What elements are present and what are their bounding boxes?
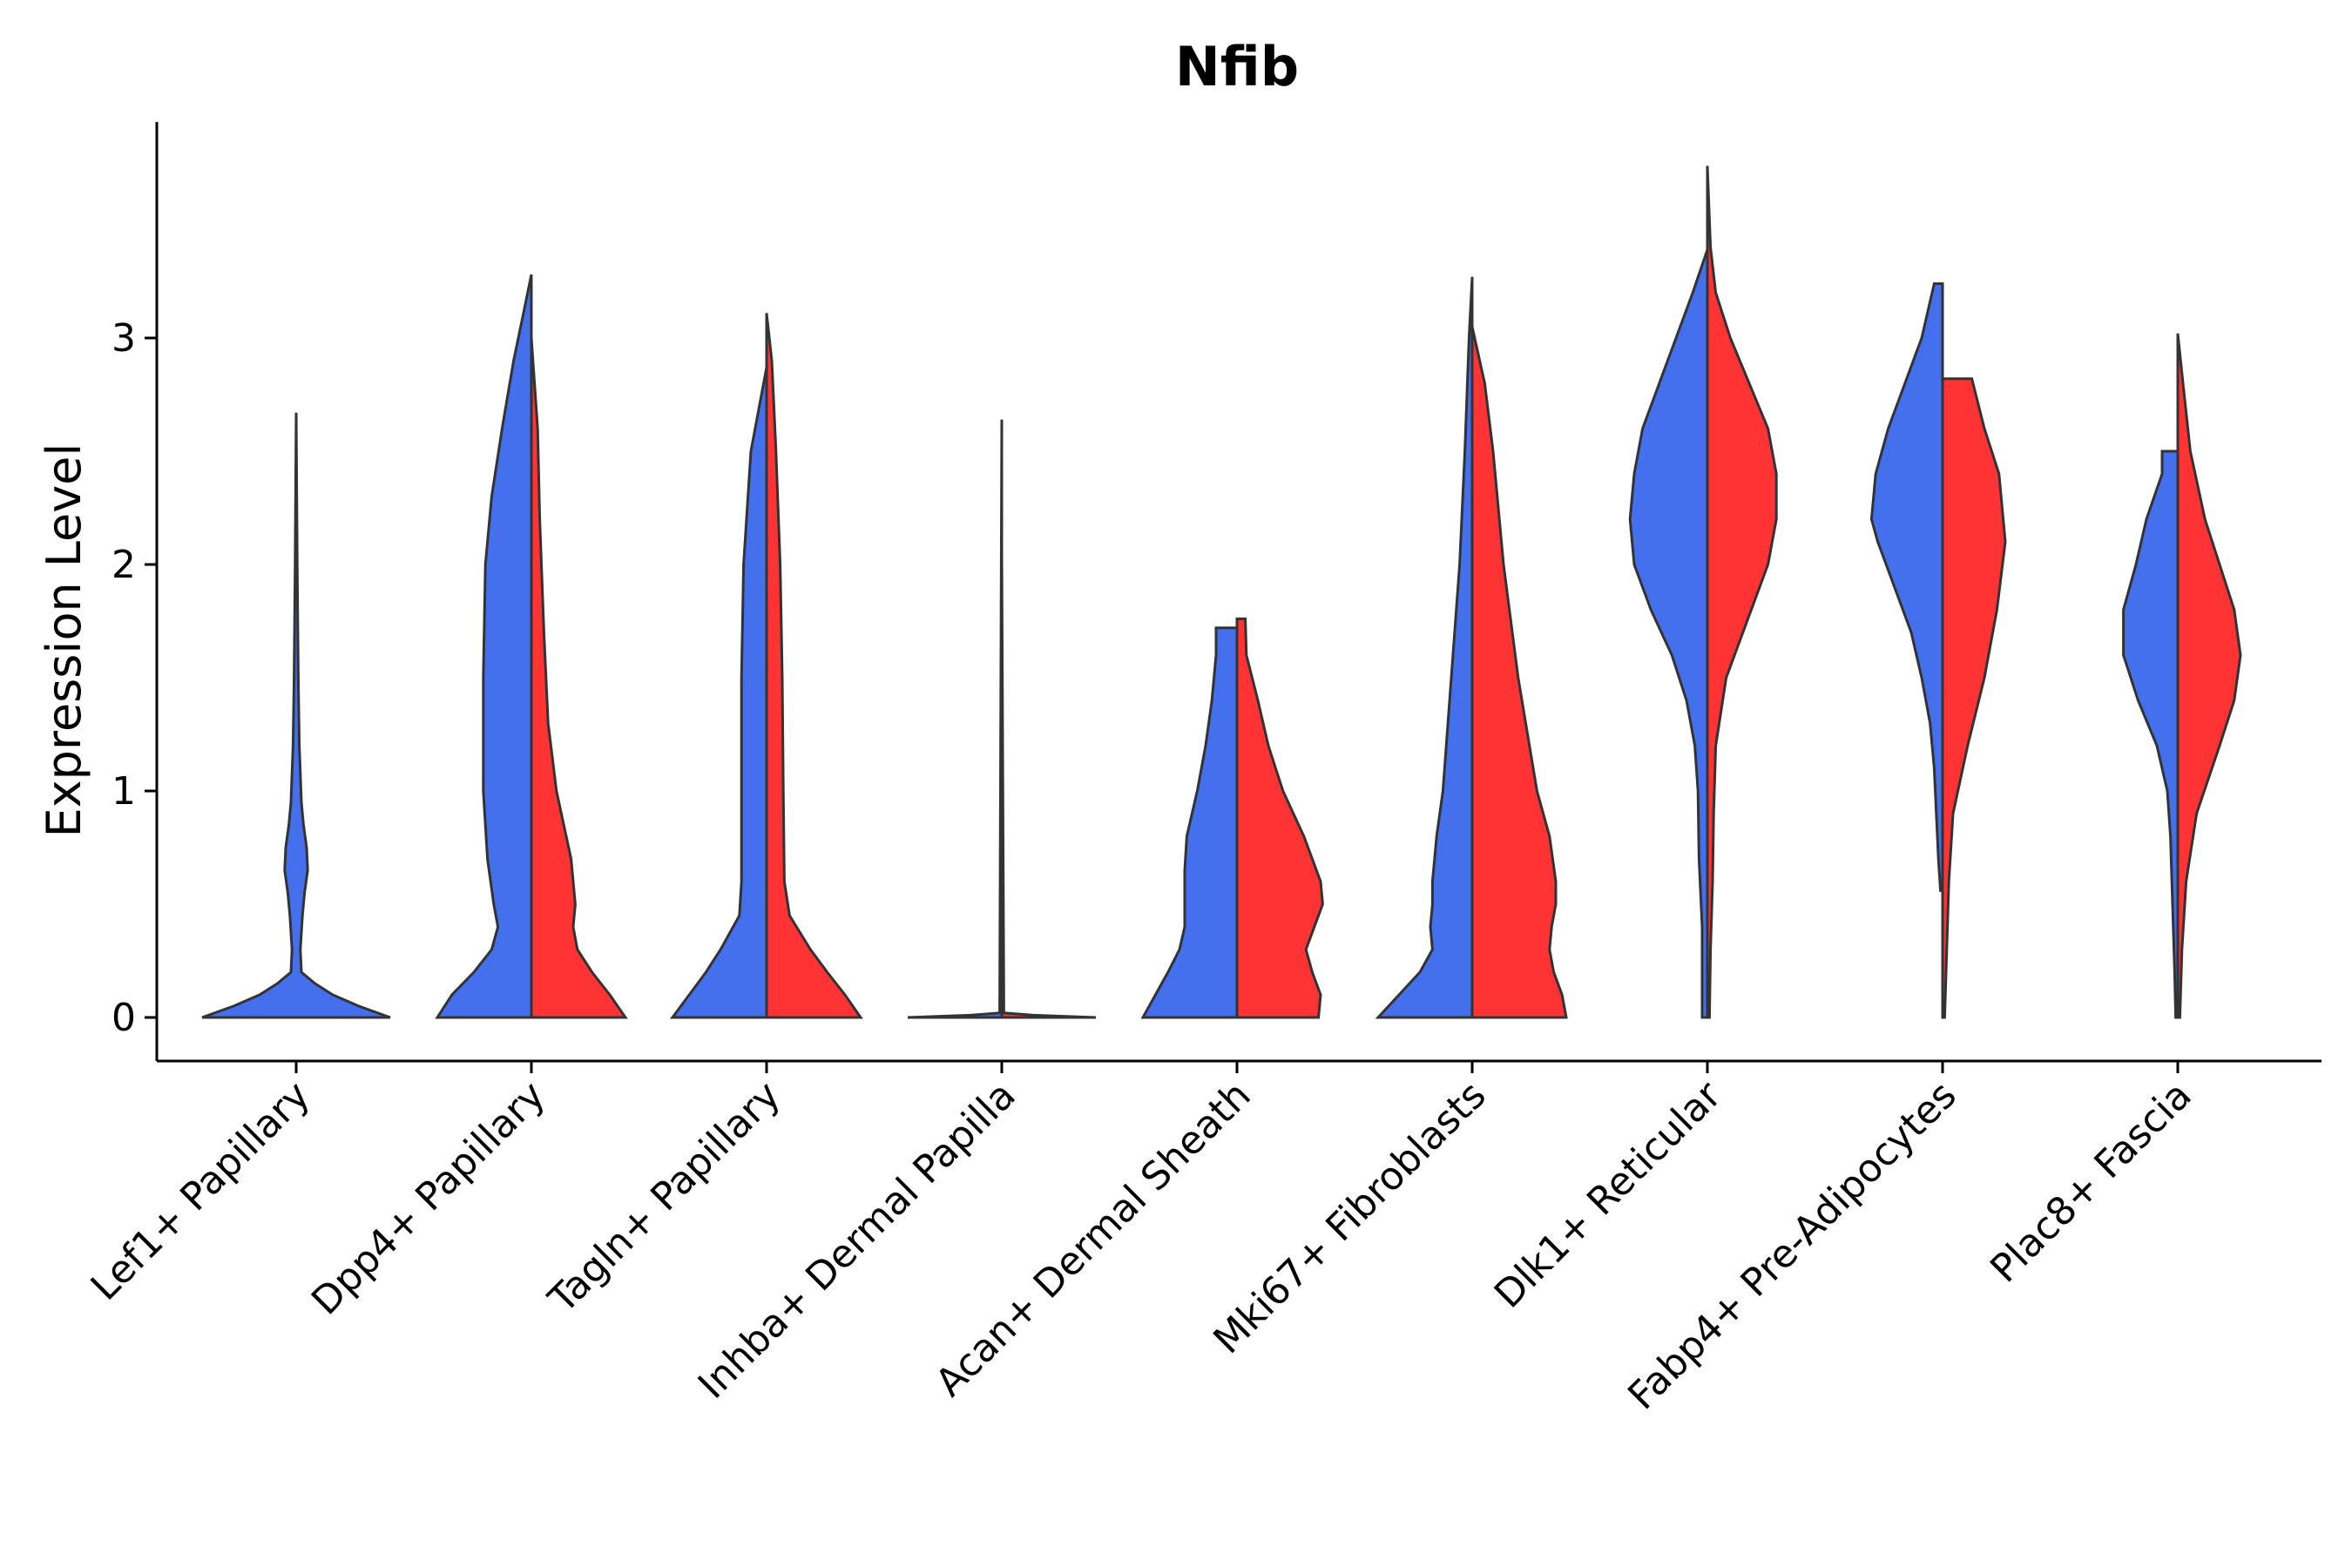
violin-right-2 <box>765 313 863 1019</box>
violin-right-6 <box>1706 166 1778 1019</box>
violin-left-3 <box>907 419 1004 1019</box>
violin-left-8 <box>2122 449 2180 1019</box>
y-tick-label: 1 <box>112 769 136 814</box>
violin-left-4 <box>1140 626 1239 1019</box>
x-tick-label: Mki67+ Fibroblasts <box>1205 1073 1494 1362</box>
violin-right-3 <box>1000 552 1097 1019</box>
y-tick-label: 0 <box>112 996 136 1040</box>
violin-single-0 <box>201 412 391 1019</box>
x-tick-label: Lef1+ Papillary <box>83 1073 319 1309</box>
violin-right-5 <box>1470 326 1568 1019</box>
violin-left-7 <box>1869 282 1944 892</box>
x-tick-label: Plac8+ Fascia <box>1982 1073 2200 1292</box>
violin-group <box>201 166 2242 1019</box>
x-tick-label: Dlk1+ Reticular <box>1486 1072 1731 1317</box>
violin-right-8 <box>2176 333 2242 1019</box>
y-tick-label: 3 <box>112 316 136 361</box>
y-tick-label: 2 <box>112 543 136 587</box>
violin-right-1 <box>530 337 628 1019</box>
y-axis-label: Expression Level <box>37 443 91 838</box>
x-tick-label: Tagln+ Papillary <box>540 1073 789 1322</box>
violin-left-2 <box>670 367 768 1019</box>
violin-left-1 <box>435 274 533 1019</box>
x-tick-label: Dpp4+ Papillary <box>303 1073 554 1324</box>
violin-right-7 <box>1941 377 2007 1019</box>
violin-left-5 <box>1375 276 1474 1019</box>
violin-right-4 <box>1235 617 1324 1019</box>
violin-left-6 <box>1628 249 1709 1019</box>
chart-title: Nfib <box>1175 35 1299 98</box>
